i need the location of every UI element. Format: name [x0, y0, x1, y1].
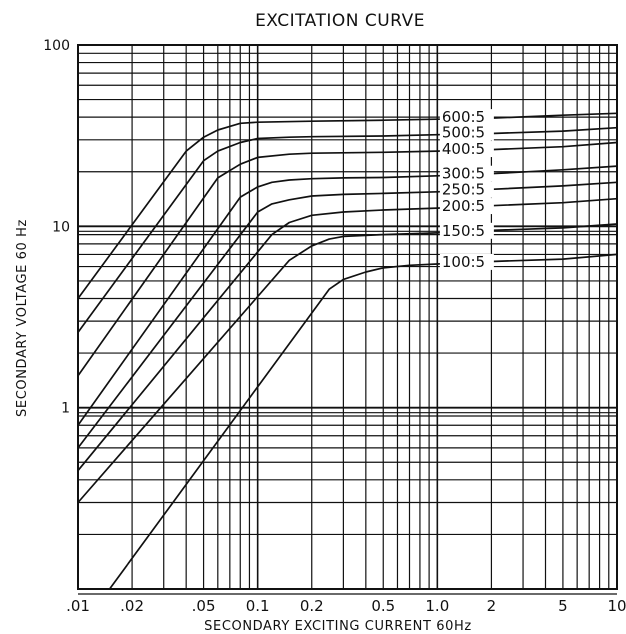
- plot-frame: [77, 44, 618, 590]
- series-label-bg: [439, 109, 494, 126]
- series-label-500-5: 500:5: [442, 124, 485, 142]
- series-line-600-5: [77, 112, 618, 300]
- series-line-200-5: [77, 197, 618, 472]
- series-label-400-5: 400:5: [442, 140, 485, 158]
- series-line-300-5: [77, 165, 618, 426]
- y-tick-label: 1: [61, 401, 70, 417]
- x-tick-labels: .01 .02 .05 0.1 0.2 0.5 1.0 2 5 10: [66, 597, 626, 615]
- x-tick-label: 2: [487, 597, 497, 615]
- series-line-150-5: [77, 223, 618, 504]
- series-label-200-5: 200:5: [442, 197, 485, 215]
- series-label-bg: [439, 198, 494, 215]
- x-tick-label: 5: [558, 597, 568, 615]
- y-tick-labels: 100 10 1: [43, 38, 70, 417]
- series-line-100-5: [108, 253, 618, 590]
- series-label-100-5: 100:5: [442, 253, 485, 271]
- y-axis-label: SECONDARY VOLTAGE 60 Hz: [15, 219, 30, 417]
- y-tick-label: 100: [43, 38, 70, 54]
- x-tick-label: .05: [192, 597, 216, 615]
- series-line-250-5: [77, 181, 618, 449]
- x-tick-label: 0.2: [300, 597, 324, 615]
- series-label-600-5: 600:5: [442, 108, 485, 126]
- x-tick-label: 10: [607, 597, 626, 615]
- series-line-500-5: [77, 126, 618, 333]
- x-axis-label: SECONDARY EXCITING CURRENT 60Hz: [204, 619, 472, 634]
- x-tick-label: 1.0: [425, 597, 449, 615]
- series-line-400-5: [77, 141, 618, 377]
- grid: [77, 45, 617, 595]
- chart-title: EXCITATION CURVE: [255, 11, 425, 31]
- series-label-bg: [439, 124, 494, 141]
- series-label-bg: [439, 222, 494, 239]
- series-label-150-5: 150:5: [442, 222, 485, 240]
- x-tick-label: 0.5: [371, 597, 395, 615]
- x-tick-label: .02: [120, 597, 144, 615]
- series-label-bg: [439, 181, 494, 198]
- series-label-300-5: 300:5: [442, 165, 485, 183]
- x-tick-label: .01: [66, 597, 90, 615]
- series-label-250-5: 250:5: [442, 181, 485, 199]
- series-lines: [77, 112, 618, 590]
- series-label-bg: [439, 253, 494, 270]
- series-label-bg: [439, 141, 494, 158]
- series-label-bg: [439, 165, 494, 182]
- x-tick-label: 0.1: [246, 597, 270, 615]
- y-tick-label: 10: [52, 219, 70, 235]
